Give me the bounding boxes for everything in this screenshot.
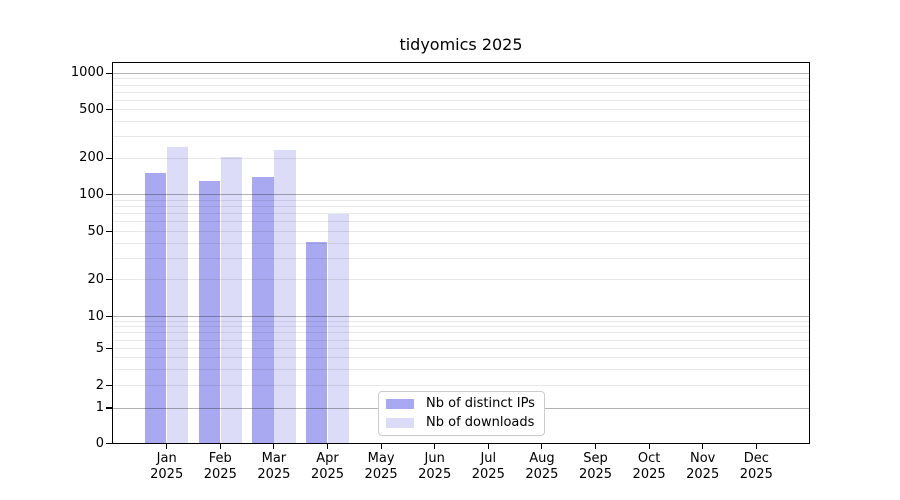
x-tick-year: 2025 xyxy=(364,467,398,482)
x-tick-mark-jan xyxy=(166,444,168,449)
y-tick-label-20: 20 xyxy=(87,271,104,287)
x-tick-label-sep: Sep 2025 xyxy=(564,451,628,483)
x-tick-label-may: May 2025 xyxy=(349,451,413,483)
y-tick-label-50: 50 xyxy=(87,223,104,239)
chart-title: tidyomics 2025 xyxy=(399,35,523,54)
y-tick-label-100: 100 xyxy=(79,186,104,202)
x-tick-year: 2025 xyxy=(686,467,720,482)
x-tick-label-apr: Apr 2025 xyxy=(296,451,360,483)
y-tick-mark-10 xyxy=(106,315,112,318)
x-tick-label-dec: Dec 2025 xyxy=(724,451,788,483)
x-tick-year: 2025 xyxy=(418,467,452,482)
ips-legend-label: Nb of distinct IPs xyxy=(426,396,535,412)
y-tick-mark-100 xyxy=(106,194,112,196)
x-tick-label-jun: Jun 2025 xyxy=(403,451,467,483)
bar-ips-mar xyxy=(252,177,274,444)
x-tick-month: May xyxy=(367,451,395,466)
x-tick-label-oct: Oct 2025 xyxy=(617,451,681,483)
x-tick-year: 2025 xyxy=(739,467,773,482)
y-tick-label-200: 200 xyxy=(79,150,104,166)
x-tick-mark-feb xyxy=(219,444,221,449)
x-tick-mark-may xyxy=(380,444,382,449)
bars-layer xyxy=(112,62,810,444)
x-tick-month: Jun xyxy=(424,451,445,466)
y-tick-label-1: 1 xyxy=(95,400,104,415)
y-tick-label-500: 500 xyxy=(79,101,104,117)
x-tick-year: 2025 xyxy=(257,467,291,482)
y-tick-mark-5 xyxy=(106,347,112,350)
y-tick-label-10: 10 xyxy=(87,308,104,324)
x-tick-year: 2025 xyxy=(150,467,184,482)
x-tick-month: Dec xyxy=(743,451,769,466)
x-tick-month: Jul xyxy=(480,451,497,466)
y-tick-mark-0 xyxy=(106,442,112,445)
legend-row-downloads: Nb of downloads xyxy=(386,415,537,431)
x-tick-month: Nov xyxy=(690,451,716,466)
x-tick-month: Aug xyxy=(529,451,555,466)
y-tick-mark-200 xyxy=(106,157,112,159)
y-tick-label-5: 5 xyxy=(95,340,104,356)
legend: Nb of distinct IPs Nb of downloads xyxy=(378,391,545,436)
legend-row-ips: Nb of distinct IPs xyxy=(386,396,537,412)
bar-downloads-feb xyxy=(220,156,243,444)
y-tick-mark-500 xyxy=(106,109,112,111)
x-tick-label-jul: Jul 2025 xyxy=(456,451,520,483)
x-tick-mark-sep xyxy=(594,444,597,449)
x-tick-year: 2025 xyxy=(578,467,613,482)
x-tick-mark-aug xyxy=(541,444,543,449)
y-tick-mark-1 xyxy=(106,407,112,409)
x-tick-mark-nov xyxy=(702,444,704,449)
ips-swatch xyxy=(386,399,414,410)
x-tick-month: Sep xyxy=(583,451,608,466)
x-tick-mark-mar xyxy=(273,444,275,449)
y-tick-mark-20 xyxy=(106,279,112,281)
bar-downloads-mar xyxy=(274,149,296,444)
x-tick-year: 2025 xyxy=(632,467,666,482)
x-tick-month: Jan xyxy=(156,451,177,466)
downloads-swatch xyxy=(386,417,414,428)
x-tick-mark-dec xyxy=(755,444,757,449)
x-tick-mark-apr xyxy=(326,444,329,449)
x-tick-year: 2025 xyxy=(471,467,505,482)
x-tick-month: Mar xyxy=(261,451,287,466)
x-tick-mark-jun xyxy=(434,444,436,449)
x-tick-label-feb: Feb 2025 xyxy=(188,451,252,483)
x-tick-label-jan: Jan 2025 xyxy=(135,451,199,483)
x-tick-month: Feb xyxy=(208,451,232,466)
x-tick-label-mar: Mar 2025 xyxy=(242,451,306,483)
x-tick-month: Oct xyxy=(637,451,661,466)
x-tick-month: Apr xyxy=(316,451,339,466)
x-tick-year: 2025 xyxy=(203,467,237,482)
bar-ips-apr xyxy=(305,241,328,444)
bar-ips-feb xyxy=(198,181,221,444)
x-tick-label-nov: Nov 2025 xyxy=(671,451,735,483)
y-tick-mark-2 xyxy=(106,384,112,387)
y-tick-label-0: 0 xyxy=(95,435,104,451)
x-tick-year: 2025 xyxy=(525,467,559,482)
x-tick-year: 2025 xyxy=(310,467,345,482)
y-tick-mark-50 xyxy=(106,230,112,233)
bar-downloads-apr xyxy=(327,213,350,444)
y-tick-mark-1000 xyxy=(106,72,112,74)
y-tick-label-2: 2 xyxy=(95,377,104,393)
x-tick-mark-oct xyxy=(648,444,650,449)
downloads-legend-label: Nb of downloads xyxy=(426,414,535,430)
bar-ips-jan xyxy=(144,172,167,444)
x-tick-label-aug: Aug 2025 xyxy=(510,451,574,483)
bar-downloads-jan xyxy=(166,146,189,444)
x-tick-mark-jul xyxy=(487,444,489,449)
y-tick-label-1000: 1000 xyxy=(70,65,104,81)
